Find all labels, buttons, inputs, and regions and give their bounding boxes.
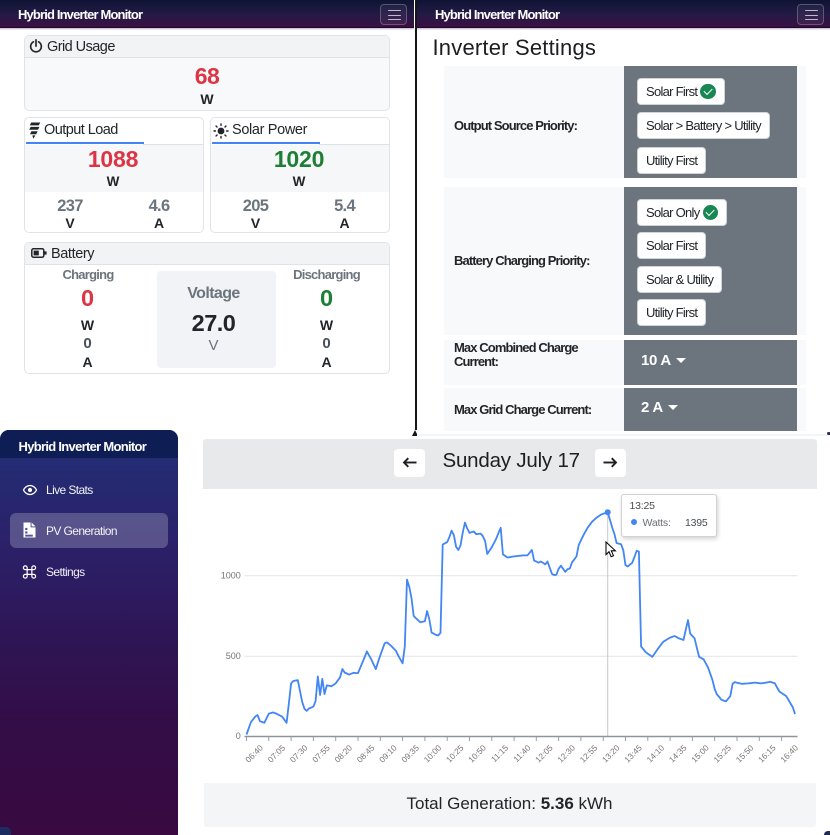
svg-text:08:45: 08:45 <box>355 742 377 764</box>
svg-text:15:50: 15:50 <box>734 742 756 764</box>
svg-text:10:50: 10:50 <box>466 742 488 764</box>
svg-text:12:55: 12:55 <box>578 742 600 764</box>
svg-text:15:25: 15:25 <box>711 742 733 764</box>
svg-text:07:05: 07:05 <box>265 742 287 764</box>
svg-text:11:40: 11:40 <box>511 742 533 764</box>
svg-text:14:35: 14:35 <box>667 742 689 764</box>
svg-text:07:30: 07:30 <box>288 742 310 764</box>
svg-text:0: 0 <box>236 731 241 741</box>
svg-text:09:10: 09:10 <box>377 742 399 764</box>
svg-text:07:55: 07:55 <box>310 742 332 764</box>
svg-text:16:40: 16:40 <box>778 742 800 764</box>
svg-text:10:00: 10:00 <box>422 742 444 764</box>
svg-text:11:15: 11:15 <box>489 742 511 764</box>
svg-text:13:45: 13:45 <box>622 742 644 764</box>
svg-text:15:00: 15:00 <box>689 742 711 764</box>
svg-text:14:10: 14:10 <box>644 742 666 764</box>
svg-text:1000: 1000 <box>221 570 241 580</box>
svg-text:16:15: 16:15 <box>756 742 778 764</box>
svg-text:08:20: 08:20 <box>332 742 354 764</box>
svg-text:09:35: 09:35 <box>399 742 421 764</box>
svg-text:13:20: 13:20 <box>600 742 622 764</box>
svg-text:06:40: 06:40 <box>243 742 265 764</box>
svg-text:12:05: 12:05 <box>533 742 555 764</box>
svg-text:10:25: 10:25 <box>444 742 466 764</box>
svg-text:500: 500 <box>226 651 241 661</box>
svg-text:12:30: 12:30 <box>555 742 577 764</box>
